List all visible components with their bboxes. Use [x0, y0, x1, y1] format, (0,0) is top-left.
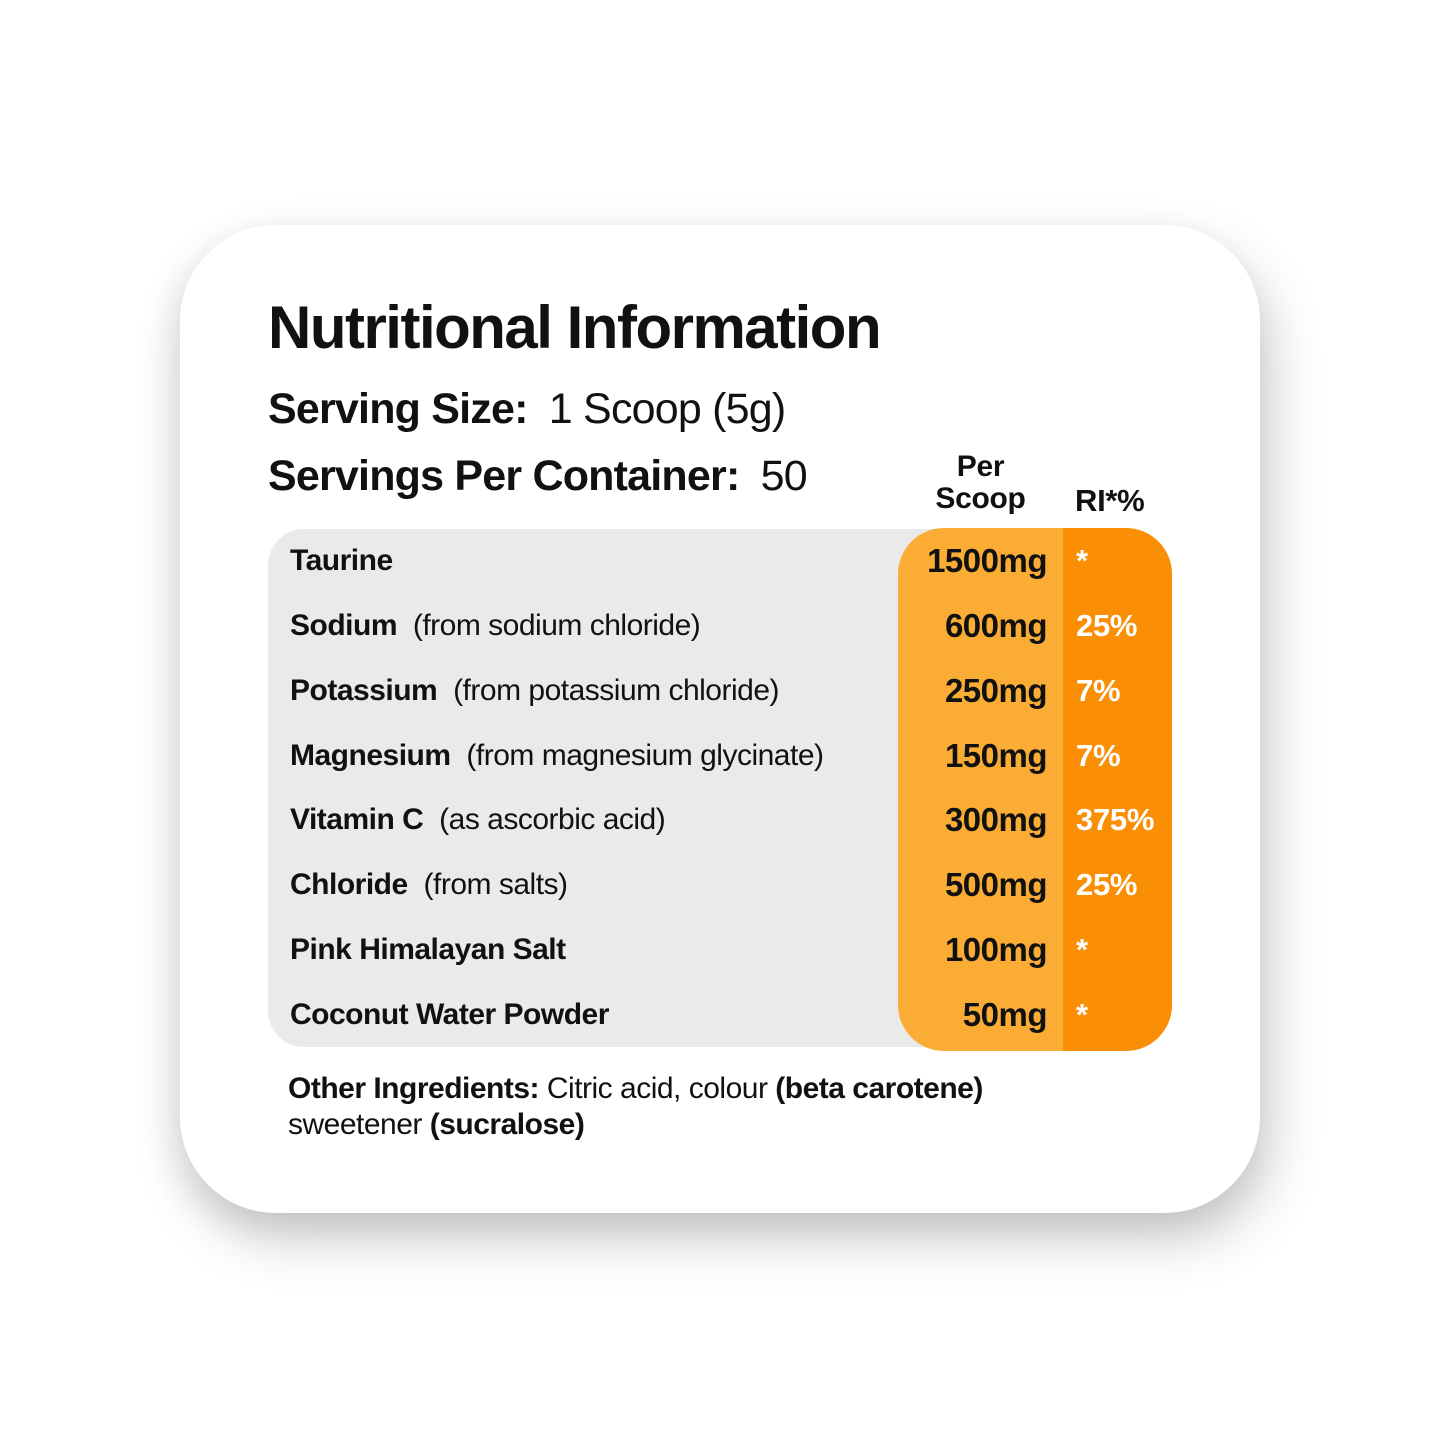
ri-column-panel [1063, 528, 1172, 1051]
column-header-ri: RI*% [1075, 483, 1145, 518]
per-scoop-column-panel [898, 528, 1063, 1051]
table-row: Taurine 1500mg * [268, 529, 1172, 594]
table-row: Vitamin C (as ascorbic acid) 300mg 375% [268, 788, 1172, 853]
ingredient-name: Vitamin C [290, 803, 424, 837]
table-row: Potassium (from potassium chloride) 250m… [268, 659, 1172, 724]
ingredient-name: Potassium [290, 673, 438, 707]
ingredient-detail: (from potassium chloride) [453, 673, 779, 707]
column-header-per-scoop-line1: Per [956, 450, 1005, 483]
ingredient-cell: Magnesium (from magnesium glycinate) [268, 739, 898, 773]
ingredient-name: Magnesium [290, 738, 451, 772]
nutrition-label-card: Nutritional Information Serving Size: 1 … [180, 225, 1260, 1213]
ingredient-name: Taurine [290, 544, 393, 578]
ingredient-name: Pink Himalayan Salt [290, 932, 566, 966]
ingredient-cell: Chloride (from salts) [268, 868, 898, 902]
ri-value: * [1076, 931, 1088, 967]
column-header-per-scoop: Per Scoop [898, 451, 1063, 515]
table-row: Coconut Water Powder 50mg * [268, 982, 1172, 1047]
other-ingredients-bold-1: (beta carotene) [775, 1072, 983, 1105]
ingredient-cell: Coconut Water Powder [268, 998, 898, 1032]
ingredient-detail: (from salts) [423, 868, 569, 902]
ingredient-cell: Vitamin C (as ascorbic acid) [268, 803, 898, 837]
ri-value: 25% [1076, 867, 1138, 903]
serving-size-line: Serving Size: 1 Scoop (5g) [268, 385, 786, 434]
ingredient-detail: (from sodium chloride) [412, 609, 701, 643]
ingredient-name: Coconut Water Powder [290, 997, 609, 1031]
other-ingredients-label: Other Ingredients: [288, 1072, 540, 1105]
per-scoop-value: 600mg [944, 607, 1048, 645]
nutrition-table: Taurine 1500mg * Sodium (from sodium chl… [268, 528, 1172, 1051]
table-rows: Taurine 1500mg * Sodium (from sodium chl… [268, 529, 1172, 1047]
page-title: Nutritional Information [268, 294, 882, 361]
other-ingredients-text-2: sweetener [288, 1108, 430, 1141]
ri-value: 7% [1076, 737, 1121, 773]
serving-size-label: Serving Size: [268, 385, 528, 433]
table-row: Sodium (from sodium chloride) 600mg 25% [268, 594, 1172, 659]
table-row: Pink Himalayan Salt 100mg * [268, 918, 1172, 983]
ri-value: * [1076, 543, 1088, 579]
column-header-per-scoop-line2: Scoop [935, 482, 1026, 515]
ingredient-cell: Potassium (from potassium chloride) [268, 674, 898, 708]
ingredient-detail: (as ascorbic acid) [439, 803, 666, 837]
ingredient-detail: (from magnesium glycinate) [466, 738, 824, 772]
per-scoop-value: 100mg [944, 930, 1048, 968]
ingredient-cell: Pink Himalayan Salt [268, 933, 898, 967]
servings-per-container-line: Servings Per Container: 50 [268, 452, 808, 501]
ri-value: * [1076, 996, 1088, 1032]
table-row: Chloride (from salts) 500mg 25% [268, 853, 1172, 918]
table-row: Magnesium (from magnesium glycinate) 150… [268, 723, 1172, 788]
ingredient-cell: Taurine [268, 544, 898, 578]
serving-size-value: 1 Scoop (5g) [548, 385, 786, 433]
ri-value: 25% [1076, 608, 1138, 644]
per-scoop-value: 150mg [944, 736, 1048, 774]
servings-per-container-value: 50 [760, 452, 808, 500]
other-ingredients: Other Ingredients: Citric acid, colour (… [288, 1071, 1088, 1143]
other-ingredients-bold-2: (sucralose) [429, 1108, 585, 1141]
ingredient-name: Sodium [290, 609, 398, 643]
ri-value: 375% [1076, 802, 1155, 838]
per-scoop-value: 300mg [944, 801, 1048, 839]
per-scoop-value: 250mg [944, 671, 1048, 709]
per-scoop-value: 500mg [944, 866, 1048, 904]
ingredient-name: Chloride [290, 868, 408, 902]
ri-value: 7% [1076, 672, 1121, 708]
per-scoop-value: 1500mg [927, 542, 1047, 580]
other-ingredients-text-1: Citric acid, colour [539, 1072, 776, 1105]
per-scoop-value: 50mg [962, 995, 1048, 1033]
servings-per-container-label: Servings Per Container: [268, 452, 740, 500]
ingredient-cell: Sodium (from sodium chloride) [268, 609, 898, 643]
